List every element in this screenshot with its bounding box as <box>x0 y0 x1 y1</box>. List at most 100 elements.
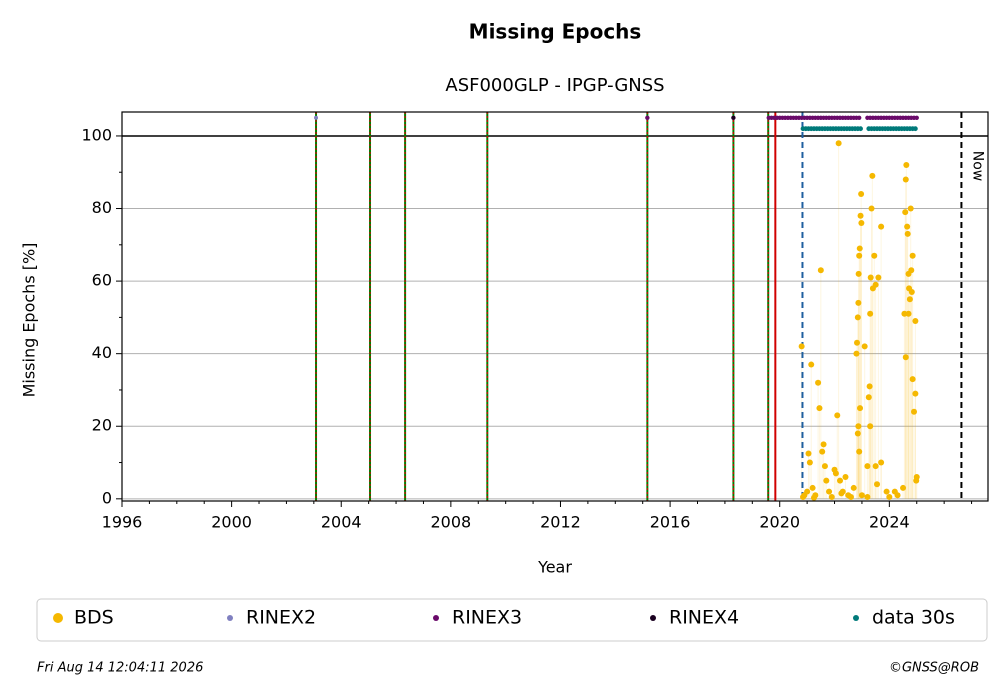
data-point <box>314 115 319 120</box>
y-tick-label: 100 <box>81 125 112 144</box>
data-point <box>858 126 863 132</box>
legend-marker <box>227 615 233 621</box>
data-point <box>857 405 864 412</box>
data-point <box>867 310 874 317</box>
data-point <box>872 463 879 470</box>
data-point <box>869 172 876 179</box>
y-tick-label: 20 <box>92 416 112 435</box>
data-point <box>832 470 839 477</box>
plot-frame <box>121 111 989 502</box>
data-point <box>901 310 908 317</box>
data-point <box>834 412 841 419</box>
data-point <box>861 343 868 350</box>
data-point <box>909 376 916 383</box>
x-tick-label: 1996 <box>102 513 143 532</box>
x-tick-label: 2024 <box>869 513 910 532</box>
data-point <box>856 252 863 259</box>
data-point <box>913 477 920 484</box>
data-point <box>854 314 861 321</box>
y-tick-label: 80 <box>92 198 112 217</box>
x-tick-label: 2008 <box>431 513 472 532</box>
data-point <box>900 484 907 491</box>
data-point <box>855 299 862 306</box>
data-point <box>806 459 813 466</box>
legend-label: RINEX2 <box>246 607 316 629</box>
legend-box <box>36 598 988 642</box>
data-point <box>871 252 878 259</box>
data-point <box>808 361 815 368</box>
data-point <box>820 441 827 448</box>
x-tick-label: 2012 <box>540 513 581 532</box>
data-point <box>864 463 871 470</box>
data-point <box>865 394 872 401</box>
chart-subtitle: ASF000GLP - IPGP-GNSS <box>445 75 664 96</box>
x-tick-label: 2004 <box>321 513 362 532</box>
data-point <box>835 140 842 147</box>
data-point <box>847 494 854 501</box>
legend-label: BDS <box>74 607 114 629</box>
data-point <box>864 494 871 501</box>
data-point <box>853 350 860 357</box>
data-point <box>904 223 911 230</box>
event-label: Now <box>969 151 985 182</box>
data-point <box>819 448 826 455</box>
data-point <box>878 223 885 230</box>
y-axis-label: Missing Epochs [%] <box>20 243 39 398</box>
data-point <box>856 245 863 252</box>
data-point <box>810 494 817 501</box>
data-point <box>883 488 890 495</box>
data-point <box>906 296 913 303</box>
data-point <box>854 339 861 346</box>
data-point <box>837 477 844 484</box>
data-point <box>798 343 805 350</box>
footer-credit: ©GNSS@ROB <box>889 661 979 676</box>
y-tick-label: 0 <box>102 488 112 507</box>
data-point <box>645 115 650 121</box>
data-point <box>909 252 916 259</box>
data-point <box>858 191 865 198</box>
data-point <box>850 484 857 491</box>
data-point <box>867 274 874 281</box>
data-point <box>872 281 879 288</box>
data-point <box>838 490 845 497</box>
data-point <box>854 430 861 437</box>
data-point <box>886 494 893 501</box>
data-point <box>912 318 919 325</box>
data-point <box>903 161 910 168</box>
data-point <box>902 354 909 361</box>
x-tick-label: 2000 <box>211 513 252 532</box>
data-point <box>809 484 816 491</box>
data-point <box>891 488 898 495</box>
data-point <box>866 383 873 390</box>
data-point <box>855 423 862 430</box>
chart-title: Missing Epochs <box>469 20 642 44</box>
data-point <box>875 274 882 281</box>
data-point <box>855 270 862 277</box>
y-tick-label: 60 <box>92 271 112 290</box>
legend-label: RINEX4 <box>669 607 739 629</box>
data-point <box>911 408 918 415</box>
data-point <box>815 379 822 386</box>
data-point <box>816 405 823 412</box>
data-point <box>804 488 811 495</box>
x-tick-label: 2016 <box>650 513 691 532</box>
data-point <box>912 390 919 397</box>
x-axis-label: Year <box>537 558 572 577</box>
data-point <box>857 212 864 219</box>
data-point <box>908 267 915 274</box>
data-point <box>878 459 885 466</box>
data-point <box>858 492 865 499</box>
data-point <box>817 267 824 274</box>
data-point <box>902 209 909 216</box>
data-point <box>858 220 865 227</box>
data-point <box>826 488 833 495</box>
data-point <box>856 448 863 455</box>
data-point <box>912 126 918 132</box>
legend-label: RINEX3 <box>452 607 522 629</box>
y-tick-label: 40 <box>92 343 112 362</box>
data-point <box>856 115 862 121</box>
x-tick-label: 2020 <box>759 513 800 532</box>
data-point <box>868 205 875 212</box>
